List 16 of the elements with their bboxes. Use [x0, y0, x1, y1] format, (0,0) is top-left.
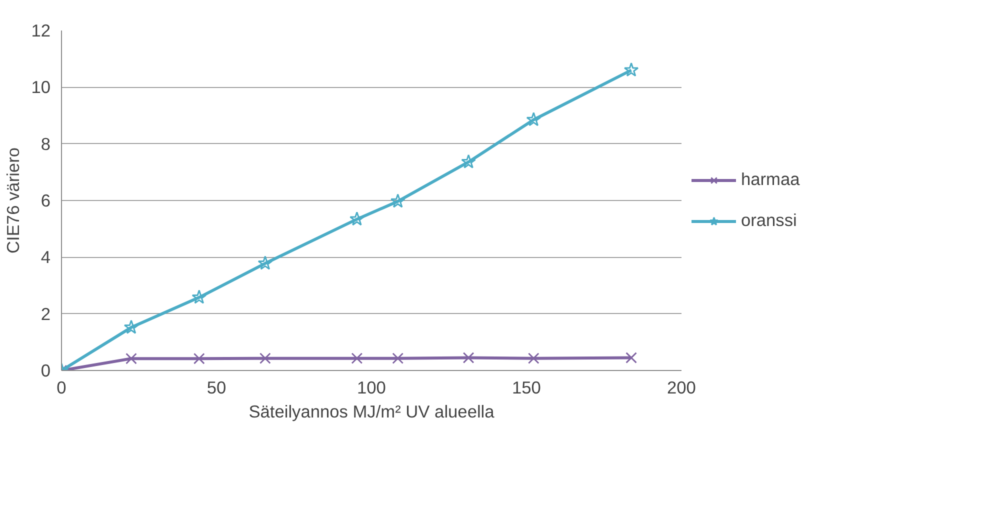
y-tick-label: 12 — [31, 20, 51, 40]
x-tick-label: 100 — [357, 378, 386, 398]
x-tick-label: 150 — [512, 378, 541, 398]
legend-label: oranssi — [741, 210, 797, 231]
y-tick-label: 10 — [31, 77, 51, 98]
x-axis-title: Säteilyannos MJ/m² UV alueella — [248, 402, 495, 422]
x-tick-label: 50 — [206, 378, 226, 398]
y-tick-label: 6 — [40, 190, 51, 210]
y-axis-title: CIE76 väriero — [3, 148, 24, 254]
y-tick-label: 0 — [40, 360, 51, 380]
x-tick-label: 0 — [56, 378, 66, 398]
x-tick-label: 200 — [667, 378, 696, 398]
legend-label: harmaa — [741, 169, 800, 190]
y-tick-label: 4 — [40, 247, 51, 268]
y-tick-label: 8 — [40, 134, 51, 154]
y-tick-label: 2 — [40, 304, 51, 324]
